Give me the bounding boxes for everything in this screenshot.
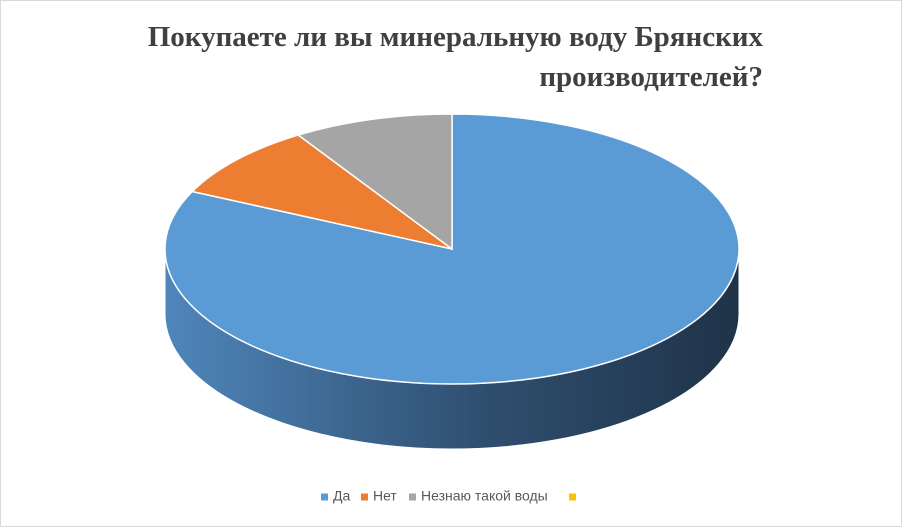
legend-label: Незнаю такой воды	[421, 488, 548, 504]
legend-label: Нет	[373, 488, 397, 504]
legend-swatch	[569, 493, 576, 501]
legend-swatch	[321, 493, 328, 501]
pie-slice	[190, 134, 453, 250]
legend-swatch	[409, 493, 416, 501]
legend-label: Да	[333, 488, 350, 504]
legend-swatch	[361, 493, 368, 501]
chart-title: Покупаете ли вы минеральную воду Брянски…	[147, 21, 763, 93]
pie-slice	[296, 113, 453, 251]
